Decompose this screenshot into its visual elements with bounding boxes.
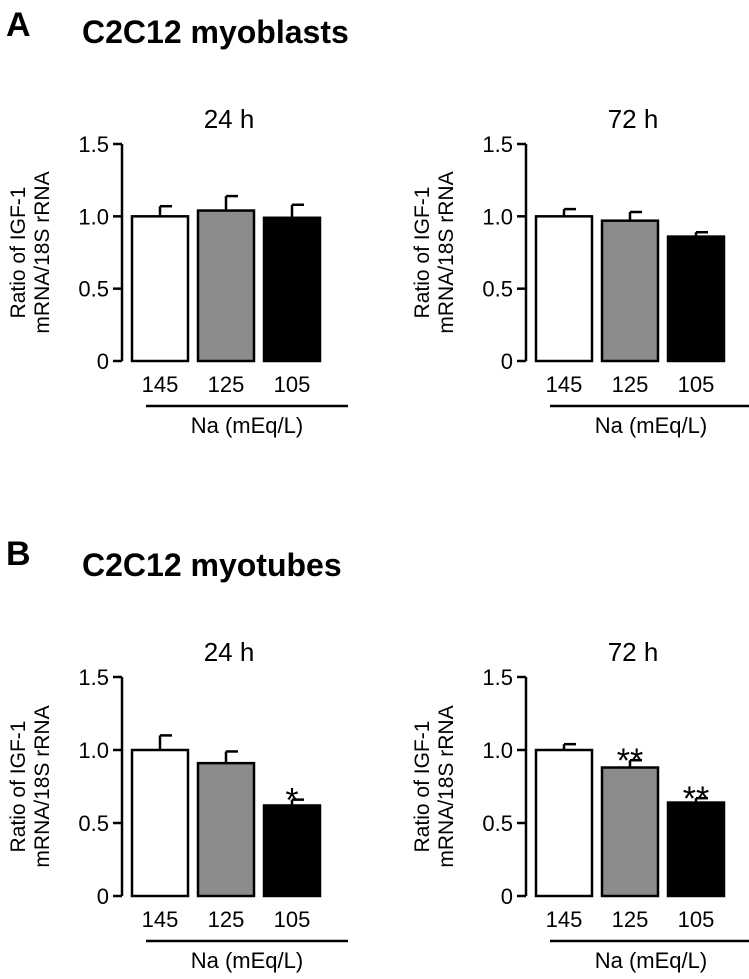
x-tick-label: 125 bbox=[208, 907, 245, 932]
y-tick-label: 0.5 bbox=[482, 811, 513, 836]
bar-145 bbox=[534, 215, 594, 363]
bar-105 bbox=[262, 804, 322, 898]
bar-125 bbox=[196, 761, 256, 898]
bar-105 bbox=[666, 801, 726, 898]
x-axis-label: Na (mEq/L) bbox=[191, 948, 303, 973]
y-tick-label: 0.5 bbox=[78, 811, 109, 836]
panel-title-b: C2C12 myotubes bbox=[82, 547, 342, 583]
x-tick-label: 145 bbox=[546, 372, 583, 397]
chart-title: 72 h bbox=[608, 637, 659, 667]
x-tick-label: 125 bbox=[612, 372, 649, 397]
chart-b-2: 24 h 0 0.5 1.0 1.5 Ratio of IGF-1 mRNA/18S rRN… bbox=[7, 637, 348, 973]
bar-145 bbox=[130, 215, 190, 363]
y-tick-label: 1.0 bbox=[482, 738, 513, 763]
x-axis-label: Na (mEq/L) bbox=[595, 948, 707, 973]
x-tick-label: 145 bbox=[546, 907, 583, 932]
significance-marker: ** bbox=[617, 742, 643, 780]
y-axis-label: Ratio of IGF-1 bbox=[7, 187, 30, 319]
x-tick-label: 105 bbox=[678, 907, 715, 932]
y-tick-label: 0 bbox=[97, 884, 109, 909]
y-tick-label: 0 bbox=[501, 349, 513, 374]
y-axis-label: mRNA/18S rRNA bbox=[31, 705, 54, 867]
chart-title: 24 h bbox=[204, 104, 255, 134]
panel-letter-a: A bbox=[6, 6, 31, 44]
y-tick-label: 1.5 bbox=[482, 132, 513, 157]
y-tick-label: 1.5 bbox=[482, 665, 513, 690]
bar-145 bbox=[534, 748, 594, 898]
y-tick-label: 0.5 bbox=[78, 277, 109, 302]
chart-b-3: 72 h 0 0.5 1.0 1.5 Ratio of IGF-1 mRNA/18S rRN… bbox=[411, 637, 749, 973]
bar-125 bbox=[600, 219, 660, 363]
y-tick-label: 0 bbox=[501, 884, 513, 909]
x-tick-label: 125 bbox=[612, 907, 649, 932]
x-tick-label: 125 bbox=[208, 372, 245, 397]
y-tick-label: 1.5 bbox=[78, 132, 109, 157]
significance-marker: * bbox=[285, 782, 298, 820]
y-tick-label: 1.0 bbox=[78, 738, 109, 763]
bar-125 bbox=[196, 209, 256, 363]
y-axis-label: mRNA/18S rRNA bbox=[31, 171, 54, 333]
y-axis-label: Ratio of IGF-1 bbox=[7, 721, 30, 853]
bar-125 bbox=[600, 766, 660, 898]
x-tick-label: 145 bbox=[142, 907, 179, 932]
chart-a-1: 72 h 0 0.5 1.0 1.5 Ratio of IGF-1 mRNA/18S rRN… bbox=[411, 104, 749, 438]
x-tick-label: 145 bbox=[142, 372, 179, 397]
y-tick-label: 0 bbox=[97, 349, 109, 374]
x-tick-label: 105 bbox=[678, 372, 715, 397]
panel-title-a: C2C12 myoblasts bbox=[82, 14, 349, 50]
bar-145 bbox=[130, 748, 190, 898]
significance-marker: ** bbox=[683, 780, 709, 818]
x-axis-label: Na (mEq/L) bbox=[191, 413, 303, 438]
chart-a-0: 24 h 0 0.5 1.0 1.5 Ratio of IGF-1 mRNA/18S rRN… bbox=[7, 104, 348, 438]
chart-title: 24 h bbox=[204, 637, 255, 667]
y-tick-label: 1.0 bbox=[78, 204, 109, 229]
y-tick-label: 1.5 bbox=[78, 665, 109, 690]
bar-105 bbox=[262, 216, 322, 363]
y-axis-label: mRNA/18S rRNA bbox=[435, 705, 458, 867]
y-axis-label: Ratio of IGF-1 bbox=[411, 187, 434, 319]
panel-letter-b: B bbox=[6, 535, 31, 573]
bar-105 bbox=[666, 235, 726, 363]
x-axis-label: Na (mEq/L) bbox=[595, 413, 707, 438]
y-axis-label: mRNA/18S rRNA bbox=[435, 171, 458, 333]
y-tick-label: 1.0 bbox=[482, 204, 513, 229]
y-tick-label: 0.5 bbox=[482, 277, 513, 302]
x-tick-label: 105 bbox=[274, 907, 311, 932]
chart-title: 72 h bbox=[608, 104, 659, 134]
x-tick-label: 105 bbox=[274, 372, 311, 397]
y-axis-label: Ratio of IGF-1 bbox=[411, 721, 434, 853]
